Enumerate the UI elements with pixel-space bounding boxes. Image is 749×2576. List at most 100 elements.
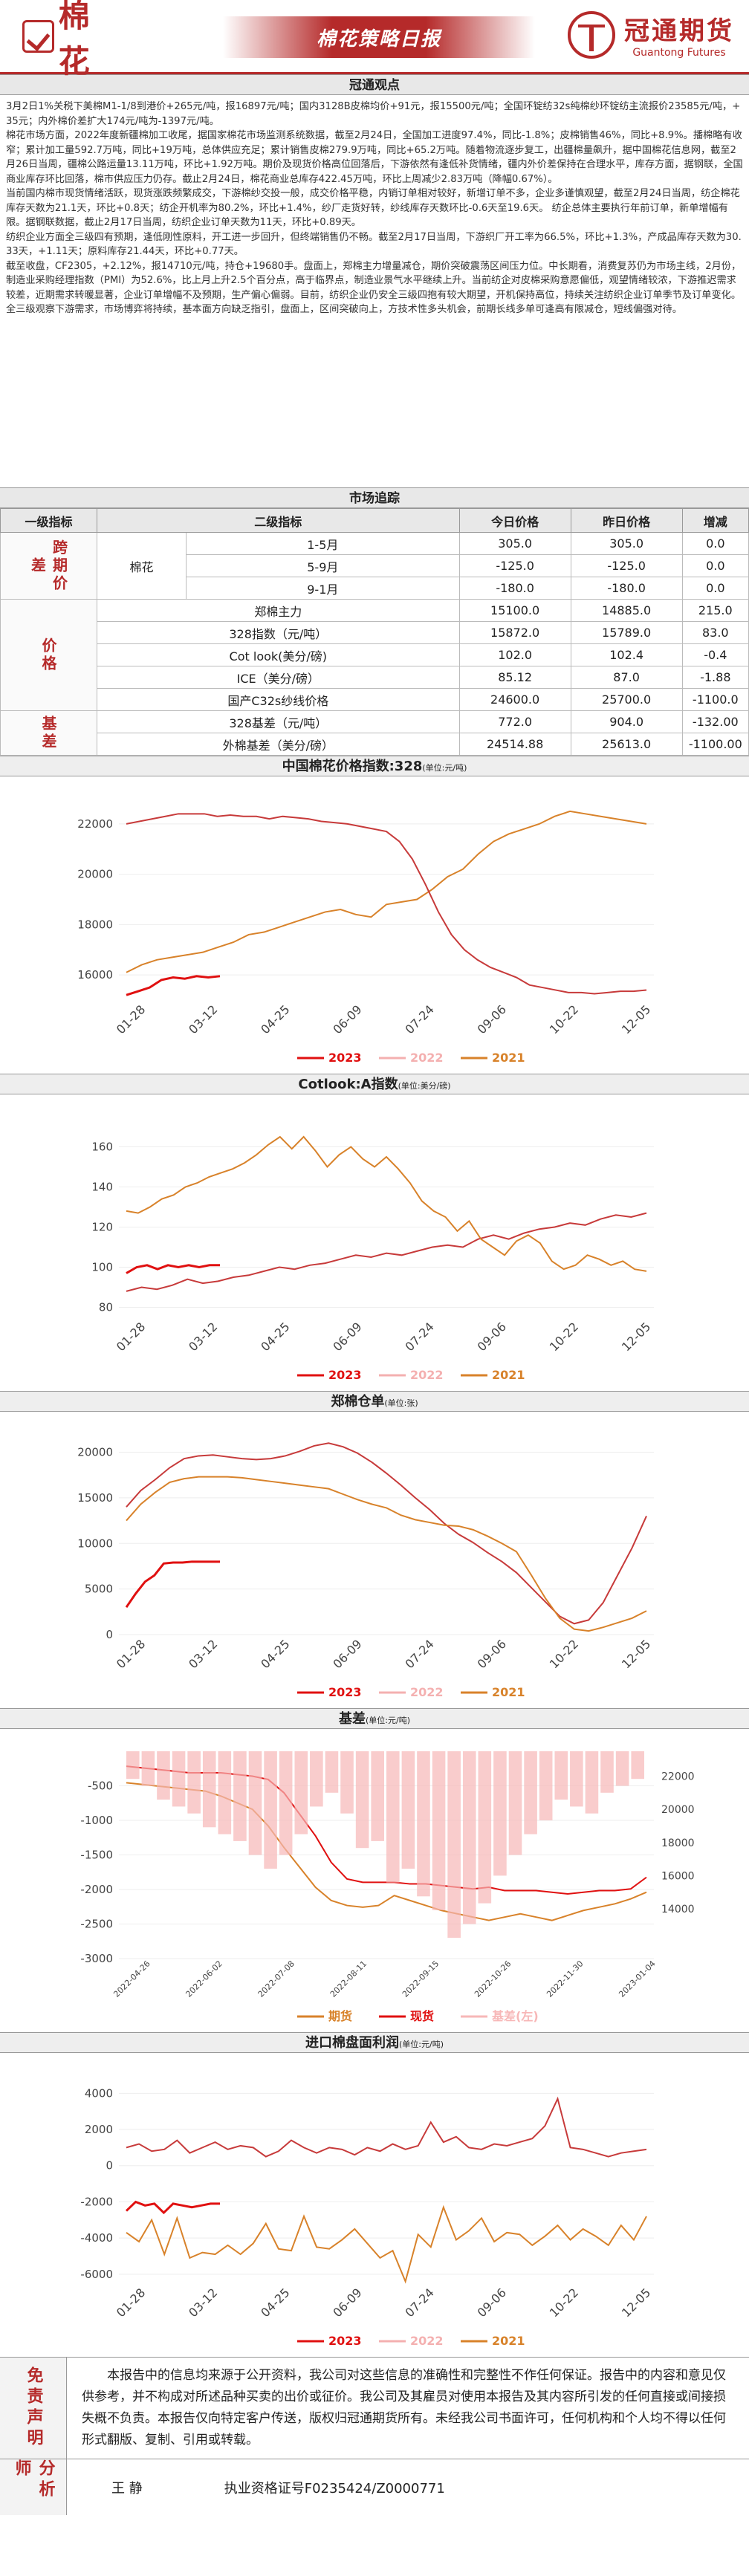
basis-bar [462, 1751, 476, 1924]
y2-tick-label: 16000 [661, 1870, 695, 1882]
y-tick-label: 80 [99, 1301, 113, 1314]
x-tick-label: 09-06 [475, 1320, 509, 1354]
change-value: 0.0 [681, 577, 749, 600]
y2-tick-label: 14000 [661, 1904, 695, 1915]
basis-bar [325, 1751, 339, 1793]
x-tick-label: 10-22 [547, 1002, 581, 1036]
legend-label: 2023 [328, 1051, 362, 1065]
item-label: ICE（美分/磅） [97, 666, 460, 689]
legend-label: 2022 [410, 1051, 444, 1065]
basis-bar [524, 1751, 537, 1834]
view-paragraph: 当前国内棉市现货情绪活跃，现货涨跌频繁成交，下游棉纱交投一般，成交价格平稳，内销… [6, 188, 740, 228]
report-title: 棉花策略日报 [316, 27, 441, 51]
y-tick-label: 100 [91, 1261, 113, 1274]
x-tick-label: 07-24 [403, 1320, 437, 1354]
chart-import-profit: 进口棉盘面利润(单位:元/吨) -6000 -4000 -2000 0 2000 4000… [0, 2032, 749, 2357]
x-tick-label: 04-25 [258, 2285, 292, 2320]
table-row: 价格 郑棉主力 15100.0 14885.0 215.0 [0, 599, 749, 711]
change-value: 83.0 [681, 621, 749, 644]
x-tick-label: 12-05 [619, 2285, 653, 2320]
x-tick-label: 10-22 [547, 1320, 581, 1354]
x-tick-label: 01-28 [114, 2285, 148, 2320]
change-value: -132.00 [681, 710, 749, 733]
series-line [126, 2096, 647, 2158]
x-tick-label: 03-12 [186, 2285, 220, 2320]
series-line [126, 1442, 647, 1625]
x-tick-label: 01-28 [114, 1002, 148, 1036]
view-paragraph: 3月2日1%关税下美棉M1-1/8到港价+265元/吨，报16897元/吨；国内… [6, 101, 741, 127]
x-tick-label: 04-25 [258, 1637, 292, 1671]
y-tick-label: -2000 [80, 1883, 113, 1896]
table-row: 国产C32s纱线价格 24600.0 25700.0 -1100.0 [1, 688, 749, 711]
y-tick-label: 10000 [77, 1537, 113, 1550]
y-tick-label: 160 [91, 1141, 113, 1154]
brand-name-cn: 冠通期货 [624, 16, 734, 46]
y-tick-label: -6000 [80, 2268, 113, 2281]
x-tick-label: 06-09 [330, 1320, 364, 1354]
basis-bar [585, 1751, 599, 1814]
item-label: 郑棉主力 [97, 599, 460, 622]
y-tick-label: -2000 [80, 2195, 113, 2208]
basis-bar [631, 1751, 644, 1779]
chart-svg: -500 -1000 -1500 -2000 -2500 -3000 14000 16000 1… [80, 1751, 695, 2023]
basis-bar [615, 1751, 629, 1786]
legend-label: 2023 [328, 1368, 362, 1382]
analyst-name: 王 静 [111, 2480, 143, 2496]
x-tick-label: 07-24 [403, 1002, 437, 1036]
series-line [126, 975, 221, 996]
legend-label: 2021 [492, 1368, 525, 1382]
market-section-title: 市场追踪 [0, 487, 749, 508]
x-tick-label: 2022-10-26 [473, 1959, 513, 1999]
y-tick-label: 5000 [85, 1583, 113, 1596]
today-value: 24514.88 [458, 733, 571, 756]
x-tick-label: 12-05 [619, 1320, 653, 1354]
y-tick-label: 16000 [77, 968, 113, 982]
report-title-band: 棉花策略日报 [223, 16, 535, 58]
x-tick-label: 04-25 [258, 1002, 292, 1036]
basis-bar [417, 1751, 430, 1897]
legend-label: 2022 [410, 1368, 444, 1382]
x-tick-label: 09-06 [475, 1002, 509, 1036]
yesterday-value: 14885.0 [570, 599, 683, 622]
view-paragraph: 棉花市场方面，2022年度新疆棉加工收尾，据国家棉花市场监测系统数据，截至2月2… [6, 130, 743, 185]
view-paragraph: 截至收盘，CF2305，+2.12%，报14710元/吨，持仓+19680手。盘… [6, 260, 742, 316]
table-row: ICE（美分/磅） 85.12 87.0 -1.88 [1, 666, 749, 689]
brand-emblem-icon [568, 10, 615, 59]
chart-cotlook-a: Cotlook:A指数(单位:美分/磅) 80 100 120 140 160 01-28… [0, 1074, 749, 1391]
y-tick-label: -2500 [80, 1918, 113, 1931]
x-tick-label: 09-06 [475, 1637, 509, 1671]
x-tick-label: 12-05 [619, 1002, 653, 1036]
basis-bar [310, 1751, 323, 1807]
item-label: 328指数（元/吨） [97, 621, 460, 644]
series-line [126, 810, 647, 973]
today-value: 102.0 [458, 643, 571, 666]
view-paragraph: 纺织企业方面全三级四有预期，逢低刚性原料，开工进一步回升，但终端销售仍不畅。截至… [6, 231, 742, 258]
legend-label: 基差(左) [491, 2009, 539, 2023]
chart-title: 郑棉仓单(单位:张) [0, 1391, 749, 1412]
basis-bar [355, 1751, 369, 1849]
disclaimer-text: 本报告中的信息均来源于公开资料，我公司对这些信息的准确性和完整性不作任何保证。报… [82, 2368, 726, 2447]
basis-bar [141, 1751, 155, 1786]
basis-bar [478, 1751, 492, 1904]
col-header: 增减 [681, 508, 749, 533]
yesterday-value: -125.0 [570, 554, 683, 577]
group-label: 跨期价差 [0, 532, 97, 600]
basis-bar [554, 1751, 568, 1800]
x-tick-label: 07-24 [403, 1637, 437, 1671]
col-header: 一级指标 [0, 508, 97, 533]
y-tick-label: 140 [91, 1181, 113, 1194]
cotton-logo: 棉花 [22, 0, 119, 80]
x-tick-label: 06-09 [330, 2285, 364, 2320]
today-value: 24600.0 [458, 688, 571, 711]
series-line [126, 1476, 647, 1632]
chart-title: 中国棉花价格指数:328(单位:元/吨) [0, 756, 749, 776]
change-value: -1100.00 [681, 733, 749, 756]
basis-bar [126, 1751, 140, 1779]
today-value: 772.0 [458, 710, 571, 733]
view-section-title: 冠通观点 [0, 74, 749, 95]
x-tick-label: 10-22 [547, 2285, 581, 2320]
basis-bar [539, 1751, 553, 1820]
x-tick-label: 01-28 [114, 1320, 148, 1354]
legend-label: 2021 [492, 2334, 525, 2348]
